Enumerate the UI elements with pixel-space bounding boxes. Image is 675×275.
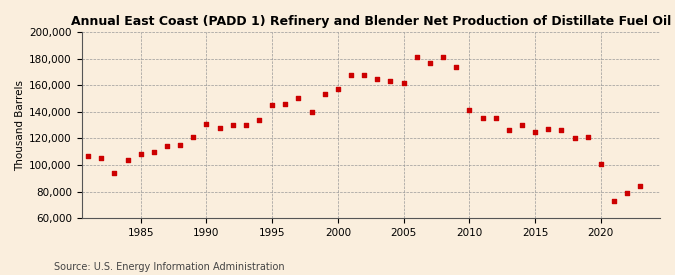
Point bbox=[280, 102, 291, 106]
Point bbox=[293, 96, 304, 101]
Point bbox=[464, 108, 475, 113]
Point bbox=[385, 79, 396, 83]
Point bbox=[530, 130, 541, 134]
Point bbox=[346, 72, 356, 77]
Point bbox=[306, 110, 317, 114]
Point bbox=[583, 135, 593, 139]
Point bbox=[122, 158, 133, 162]
Title: Annual East Coast (PADD 1) Refinery and Blender Net Production of Distillate Fue: Annual East Coast (PADD 1) Refinery and … bbox=[71, 15, 671, 28]
Point bbox=[333, 87, 344, 91]
Point bbox=[504, 128, 514, 133]
Point bbox=[227, 123, 238, 127]
Point bbox=[411, 55, 422, 59]
Point bbox=[437, 55, 448, 59]
Point bbox=[516, 123, 527, 127]
Point bbox=[398, 80, 409, 85]
Point bbox=[161, 144, 172, 148]
Point bbox=[201, 122, 212, 126]
Y-axis label: Thousand Barrels: Thousand Barrels bbox=[15, 79, 25, 170]
Point bbox=[135, 152, 146, 156]
Point bbox=[543, 127, 554, 131]
Point bbox=[635, 184, 646, 189]
Point bbox=[595, 161, 606, 166]
Point bbox=[319, 92, 330, 97]
Point bbox=[240, 123, 251, 127]
Point bbox=[254, 118, 265, 122]
Point bbox=[83, 153, 94, 158]
Point bbox=[490, 116, 501, 121]
Point bbox=[267, 103, 277, 107]
Point bbox=[569, 136, 580, 141]
Point bbox=[214, 126, 225, 130]
Point bbox=[148, 150, 159, 154]
Point bbox=[451, 64, 462, 69]
Point bbox=[622, 191, 632, 195]
Point bbox=[556, 128, 567, 133]
Point bbox=[188, 135, 198, 139]
Text: Source: U.S. Energy Information Administration: Source: U.S. Energy Information Administ… bbox=[54, 262, 285, 272]
Point bbox=[109, 171, 119, 175]
Point bbox=[609, 199, 620, 203]
Point bbox=[96, 156, 107, 161]
Point bbox=[359, 72, 370, 77]
Point bbox=[425, 60, 435, 65]
Point bbox=[477, 116, 488, 121]
Point bbox=[372, 76, 383, 81]
Point bbox=[175, 143, 186, 147]
